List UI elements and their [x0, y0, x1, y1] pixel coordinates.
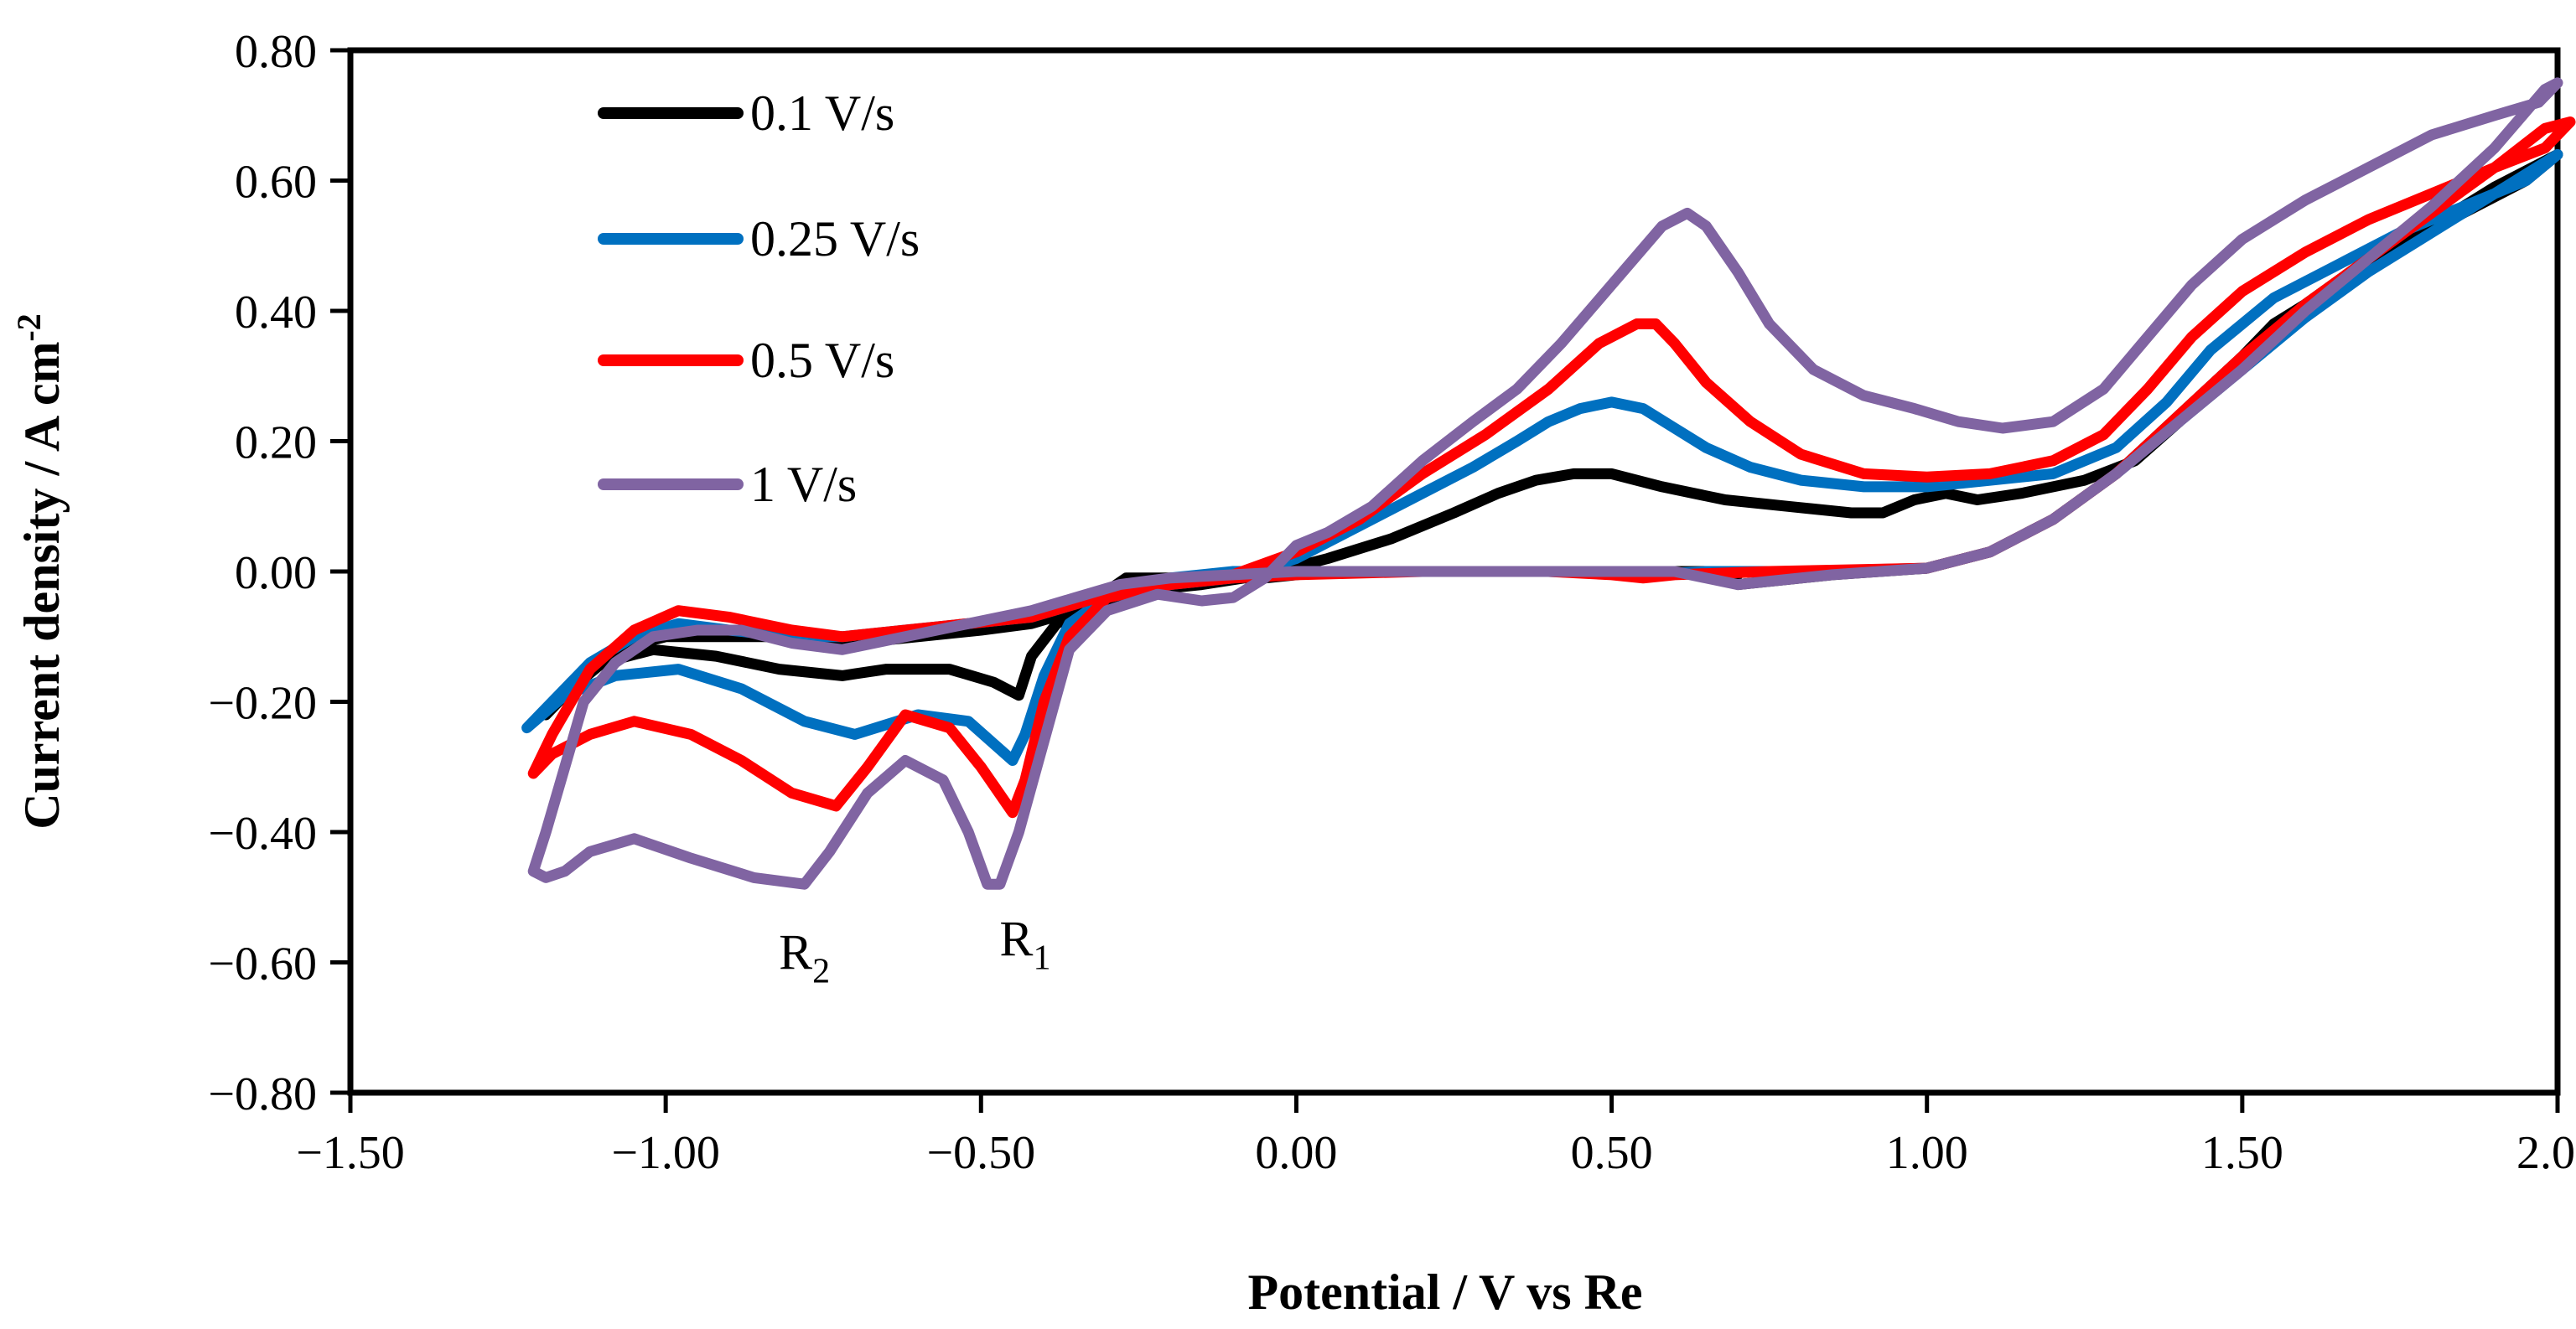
legend-label: 0.5 V/s — [750, 333, 894, 388]
y-tick-label: 0.00 — [235, 547, 317, 599]
annotation-r1: R1 — [999, 912, 1050, 978]
y-tick-label: 0.80 — [235, 26, 317, 78]
x-tick-label: 2.00 — [2516, 1127, 2576, 1179]
series-curves — [521, 77, 2576, 890]
y-tick-label: −0.60 — [208, 939, 317, 990]
legend-label: 0.25 V/s — [750, 211, 920, 266]
y-axis-title-sup: -2 — [10, 313, 48, 341]
x-axis-title: Potential / V vs Re — [1247, 1264, 1642, 1320]
y-tick-label: −0.80 — [208, 1068, 317, 1120]
y-tick-label: −0.20 — [208, 678, 317, 730]
annotation-main: R — [999, 912, 1033, 967]
x-tick-label: 0.00 — [1255, 1127, 1337, 1179]
series-line-4 — [527, 77, 2563, 890]
y-axis-ticks: −0.80 −0.60 −0.40 −0.20 0.00 0.20 0.40 0.60 0.80 — [208, 26, 350, 1120]
y-tick-label: 0.60 — [235, 157, 317, 209]
annotation-main: R — [779, 924, 812, 980]
x-tick-label: −1.50 — [296, 1127, 405, 1179]
x-tick-label: 1.50 — [2201, 1127, 2283, 1179]
y-tick-label: 0.40 — [235, 287, 317, 339]
x-tick-label: 1.00 — [1886, 1127, 1968, 1179]
x-tick-label: 0.50 — [1571, 1127, 1653, 1179]
x-tick-label: −0.50 — [926, 1127, 1035, 1179]
legend-label: 1 V/s — [750, 457, 857, 512]
annotation-r2: R2 — [779, 924, 830, 990]
annotation-sub: 2 — [812, 952, 830, 990]
x-axis-ticks: −1.50 −1.00 −0.50 0.00 0.50 1.00 1.50 2.00 — [296, 1093, 2576, 1179]
annotation-sub: 1 — [1033, 939, 1050, 978]
legend: 0.1 V/s 0.25 V/s 0.5 V/s 1 V/s — [598, 85, 920, 512]
legend-label: 0.1 V/s — [750, 85, 894, 141]
y-tick-label: −0.40 — [208, 808, 317, 860]
y-axis-title-main: Current density / A cm — [14, 342, 70, 830]
x-tick-label: −1.00 — [611, 1127, 720, 1179]
y-axis-title: Current density / A cm-2 — [10, 313, 70, 830]
y-tick-label: 0.20 — [235, 417, 317, 469]
